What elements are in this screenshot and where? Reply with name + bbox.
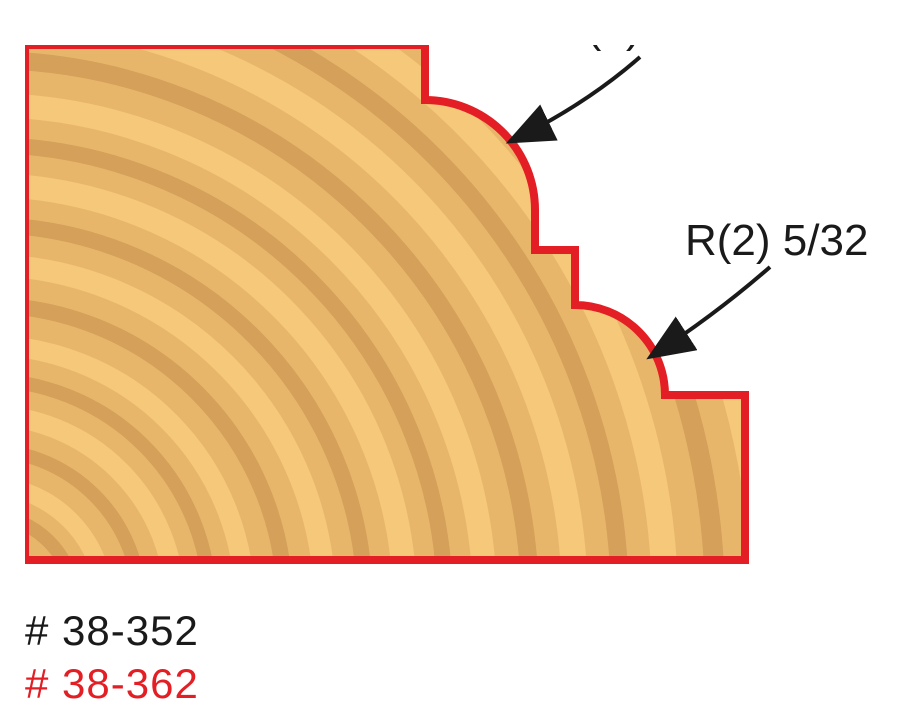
part-number-1: # 38-352	[25, 605, 199, 658]
part-number-2: # 38-362	[25, 658, 199, 711]
r1-label: R(1) 1/4"	[555, 45, 730, 52]
r2-arrow	[653, 267, 770, 355]
profile-diagram: R(1) 1/4" R(2) 5/32	[25, 45, 875, 585]
profile-svg: R(1) 1/4" R(2) 5/32	[25, 45, 875, 605]
part-numbers: # 38-352 # 38-362	[25, 605, 199, 710]
r2-label: R(2) 5/32	[685, 216, 868, 265]
r1-arrow	[513, 57, 640, 140]
